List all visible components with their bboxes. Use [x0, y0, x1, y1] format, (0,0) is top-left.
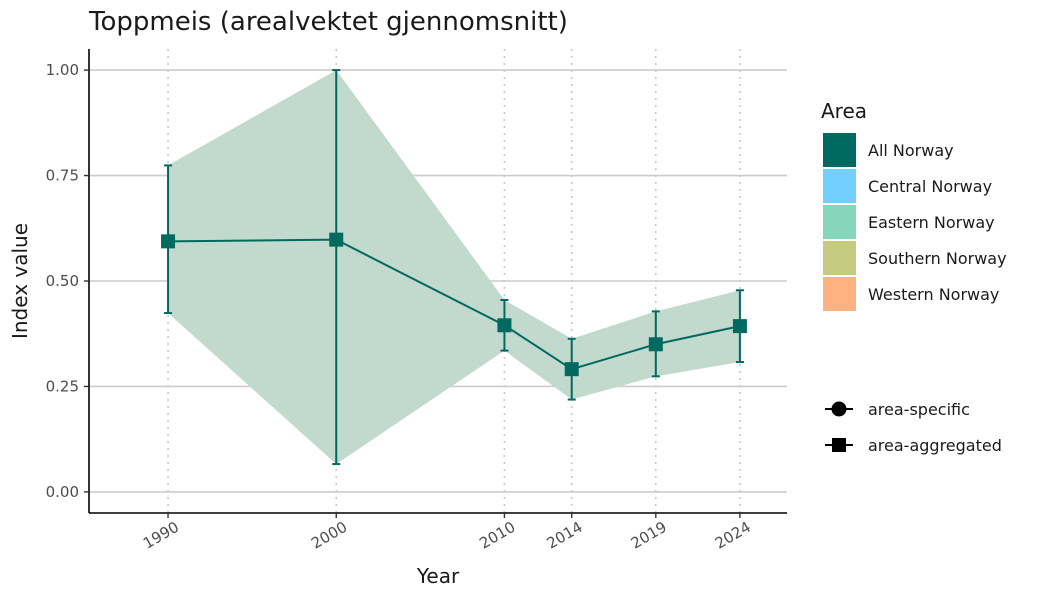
data-point-2010: [497, 318, 512, 333]
series-line-0: [168, 238, 741, 371]
y-tick-label: 0.00: [46, 483, 79, 501]
legend-key-0: [823, 133, 856, 167]
error-bar-2000: [332, 69, 341, 466]
chart-title: Toppmeis (arealvektet gjennomsnitt): [88, 7, 568, 37]
data-point-2014: [564, 362, 579, 377]
x-tick-label: 2019: [628, 518, 670, 553]
legend-shape-label: area-specific: [868, 400, 970, 419]
x-tick-label: 2014: [544, 518, 586, 553]
legend-key-3: [823, 241, 856, 275]
legend-label: Western Norway: [868, 285, 999, 304]
x-tick-label: 2000: [308, 518, 350, 553]
y-axis-title: Index value: [8, 223, 32, 339]
legend-label: Central Norway: [868, 177, 992, 196]
data-point-2000: [329, 232, 344, 247]
legend-key-1: [823, 169, 856, 203]
x-tick-label: 2010: [476, 518, 518, 553]
legend: All Norway Central Norway Eastern Norway So…: [823, 133, 1007, 455]
data-point-2024: [732, 319, 747, 334]
x-tick-label: 2024: [712, 518, 754, 553]
x-axis-title: Year: [416, 564, 460, 588]
y-tick-label: 0.75: [46, 167, 79, 185]
legend-shape-label: area-aggregated: [868, 436, 1002, 455]
confidence-ribbon-0: [168, 70, 740, 465]
x-tick-label: 1990: [140, 518, 182, 553]
legend-shape-square: [832, 438, 846, 452]
legend-shape-circle: [831, 401, 847, 417]
plot-area: 0.00 0.25 0.50 0.75 1.00 1990 2000 2010 2014 2019…: [46, 49, 787, 553]
data-point-1990: [161, 234, 176, 249]
legend-title: Area: [821, 99, 867, 123]
legend-key-4: [823, 277, 856, 311]
legend-label: Eastern Norway: [868, 213, 995, 232]
y-tick-label: 0.50: [46, 272, 79, 290]
data-point-2019: [648, 337, 663, 352]
legend-label: Southern Norway: [868, 249, 1007, 268]
legend-key-2: [823, 205, 856, 239]
y-tick-label: 0.25: [46, 377, 79, 395]
y-tick-label: 1.00: [46, 61, 79, 79]
legend-label: All Norway: [868, 141, 954, 160]
